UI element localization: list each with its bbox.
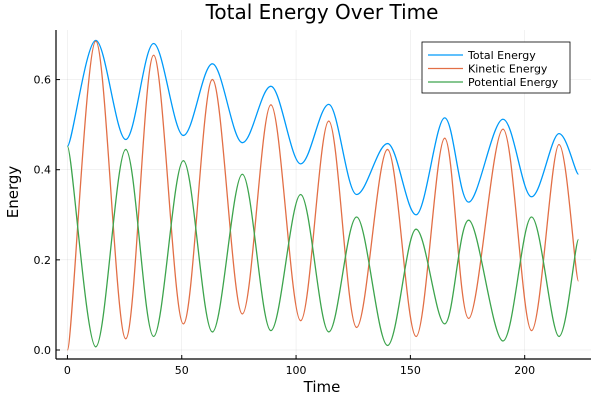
series-line-kinetic-energy [66, 40, 580, 351]
x-tick-label: 100 [286, 364, 307, 377]
legend-label: Kinetic Energy [468, 63, 548, 76]
x-axis-label: Time [303, 378, 341, 396]
legend-label: Potential Energy [468, 76, 559, 89]
legend-label: Total Energy [467, 49, 536, 62]
series-line-potential-energy [66, 145, 580, 348]
x-tick-label: 150 [400, 364, 421, 377]
y-tick-label: 0.0 [34, 344, 52, 357]
x-tick-label: 200 [514, 364, 535, 377]
legend-box [421, 41, 571, 94]
series-line-total-energy [66, 39, 580, 216]
y-tick-label: 0.4 [34, 164, 52, 177]
series-lines [66, 39, 580, 351]
y-tick-label: 0.2 [34, 254, 52, 267]
axes: 0 50 100 150 200 0.0 0.2 0.4 0.6 [34, 30, 591, 377]
y-axis-label: Energy [4, 166, 22, 219]
y-tick-label: 0.6 [34, 74, 52, 87]
chart-title: Total Energy Over Time [205, 0, 439, 24]
x-tick-label: 0 [64, 364, 71, 377]
x-tick-label: 50 [175, 364, 189, 377]
